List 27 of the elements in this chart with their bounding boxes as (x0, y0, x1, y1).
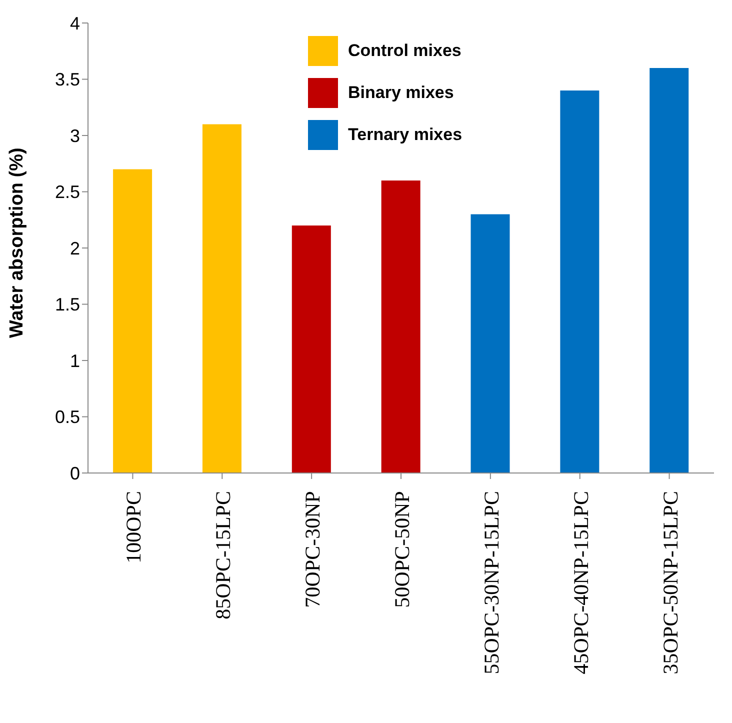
y-tick-label: 4 (70, 13, 80, 34)
y-tick-label: 0.5 (54, 407, 80, 428)
y-tick-label: 3 (70, 126, 80, 146)
x-tick-label: 100OPC (122, 491, 146, 564)
y-tick-label: 1 (70, 350, 80, 371)
bar (470, 214, 510, 473)
y-tick-label: 3.5 (54, 70, 80, 90)
legend-label: Binary mixes (348, 83, 454, 103)
bar (202, 124, 242, 473)
x-tick-label: 55OPC-30NP-15LPC (479, 491, 504, 674)
y-tick-label: 1.5 (54, 294, 80, 315)
x-tick-label: 85OPC-15LPC (211, 491, 236, 620)
x-tick-label: 35OPC-50NP-15LPC (658, 491, 682, 674)
y-tick-label: 2.5 (54, 182, 80, 202)
bar (650, 68, 689, 473)
bar (381, 180, 420, 473)
y-tick-label: 0 (70, 463, 80, 484)
legend-label: Control mixes (348, 41, 462, 61)
x-tick-label: 50OPC-50NP (390, 491, 414, 608)
x-tick-label: 70OPC-30NP (300, 491, 325, 608)
bar (113, 169, 152, 473)
y-axis-title: Water absorption (%) (6, 148, 28, 338)
y-tick-label: 2 (70, 238, 80, 258)
x-tick-label: 45OPC-40NP-15LPC (568, 491, 593, 674)
bar (292, 226, 331, 473)
legend-label: Ternary mixes (348, 125, 462, 145)
bar (560, 90, 600, 473)
